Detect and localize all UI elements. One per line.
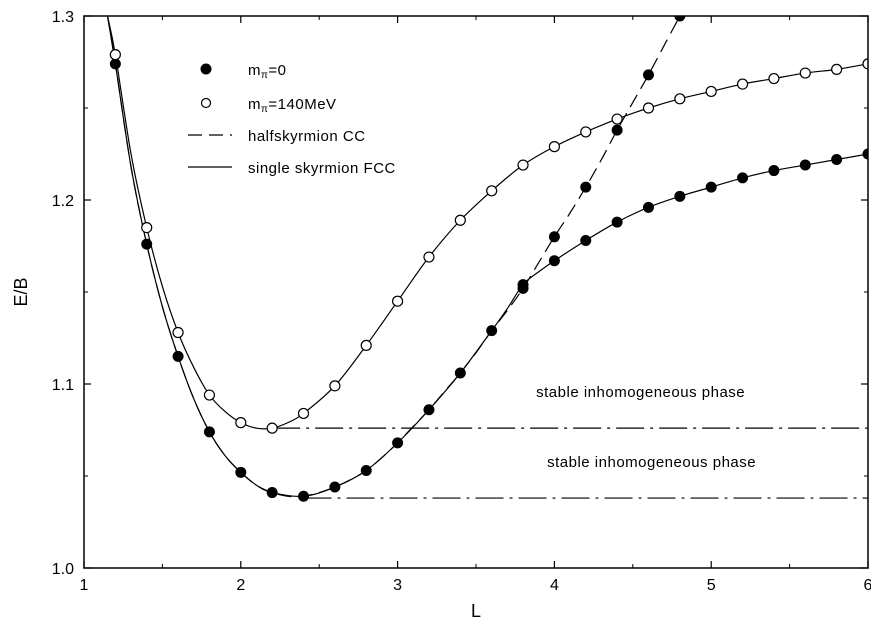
legend-marker-filled xyxy=(200,63,212,75)
markers-layer xyxy=(109,16,868,502)
data-point-open xyxy=(736,78,749,90)
x-tick-label: 3 xyxy=(393,577,402,594)
data-point-filled xyxy=(768,165,780,177)
data-point-filled xyxy=(737,172,749,184)
data-point-open xyxy=(486,185,498,197)
legend-label-fcc: single skyrmion FCC xyxy=(248,160,396,177)
data-point-open xyxy=(768,72,780,85)
data-point-filled xyxy=(674,16,686,22)
data-point-filled xyxy=(203,426,215,438)
data-point-filled xyxy=(360,464,372,476)
data-point-filled xyxy=(611,216,623,228)
curve-dashed-0 xyxy=(106,16,681,498)
curve-solid-1 xyxy=(106,16,868,498)
data-point-open xyxy=(674,93,686,105)
data-point-filled xyxy=(454,367,466,379)
data-point-open xyxy=(611,113,623,125)
data-point-filled xyxy=(548,231,560,243)
x-axis-label: L xyxy=(471,601,481,621)
data-point-open xyxy=(360,339,372,351)
data-point-filled xyxy=(141,238,153,250)
x-tick-label: 6 xyxy=(864,577,871,594)
data-point-filled xyxy=(642,69,654,81)
x-tick-label: 5 xyxy=(707,577,716,594)
x-tick-label: 1 xyxy=(80,577,89,594)
data-point-filled xyxy=(392,437,404,449)
data-point-open xyxy=(392,295,404,307)
legend-label-mpi140: mπ=140MeV xyxy=(248,96,337,115)
data-point-open xyxy=(799,67,811,79)
data-point-open xyxy=(235,417,247,429)
plot-frame xyxy=(83,15,869,569)
data-point-open xyxy=(266,422,278,434)
data-point-filled xyxy=(235,466,247,478)
data-point-open xyxy=(517,159,529,171)
y-axis-label: E/B xyxy=(11,277,31,306)
data-point-filled xyxy=(298,490,310,502)
data-point-filled xyxy=(674,190,686,202)
data-point-filled xyxy=(423,404,435,416)
data-point-open xyxy=(705,85,717,98)
y-tick-label: 1.2 xyxy=(52,193,74,210)
data-point-open xyxy=(329,380,341,392)
data-point-filled xyxy=(486,325,498,337)
data-point-filled xyxy=(517,279,529,291)
data-point-open xyxy=(141,222,153,234)
ticks-layer: 1 2 3 4 5 6 1.0 1.1 1.2 1.3 xyxy=(52,9,871,594)
data-point-filled xyxy=(548,255,560,267)
annotation-stable-phase: stable inhomogeneous phase xyxy=(547,454,756,471)
data-point-filled xyxy=(831,154,843,166)
data-point-filled xyxy=(611,124,623,136)
legend-marker-open xyxy=(200,97,212,109)
x-tick-label: 2 xyxy=(236,577,245,594)
data-point-filled xyxy=(580,234,592,246)
data-point-open xyxy=(109,49,121,61)
y-tick-label: 1.0 xyxy=(52,561,74,578)
x-tick-label: 4 xyxy=(550,577,559,594)
data-point-filled xyxy=(799,159,811,171)
data-point-open xyxy=(172,326,184,339)
curve-solid-2 xyxy=(106,16,868,430)
data-point-open xyxy=(297,407,310,420)
annotation-stable-phase: stable inhomogeneous phase xyxy=(536,384,745,401)
data-point-open xyxy=(580,126,592,138)
data-point-filled xyxy=(580,181,592,193)
data-point-filled xyxy=(109,58,121,70)
data-point-open xyxy=(454,214,466,226)
data-point-open xyxy=(548,141,561,153)
data-point-filled xyxy=(705,181,717,193)
legend-label-mpi0: mπ=0 xyxy=(248,62,287,81)
data-point-filled xyxy=(172,350,184,362)
data-point-open xyxy=(203,389,216,401)
data-point-filled xyxy=(642,201,654,213)
legend-label-halfskyrmion: halfskyrmion CC xyxy=(248,128,366,145)
data-point-filled xyxy=(862,148,868,160)
data-point-open xyxy=(642,102,655,114)
data-point-filled xyxy=(329,481,341,493)
data-point-open xyxy=(423,251,435,263)
curves-layer xyxy=(106,16,868,499)
y-tick-label: 1.1 xyxy=(52,377,74,394)
annotations-layer: stable inhomogeneous phase stable inhomog… xyxy=(536,384,756,471)
data-point-open xyxy=(862,58,868,70)
legend: mπ=0 mπ=140MeV halfskyrmion CC single sk… xyxy=(188,62,396,177)
y-tick-label: 1.3 xyxy=(52,9,74,26)
data-point-open xyxy=(831,63,843,75)
data-point-filled xyxy=(266,487,278,499)
